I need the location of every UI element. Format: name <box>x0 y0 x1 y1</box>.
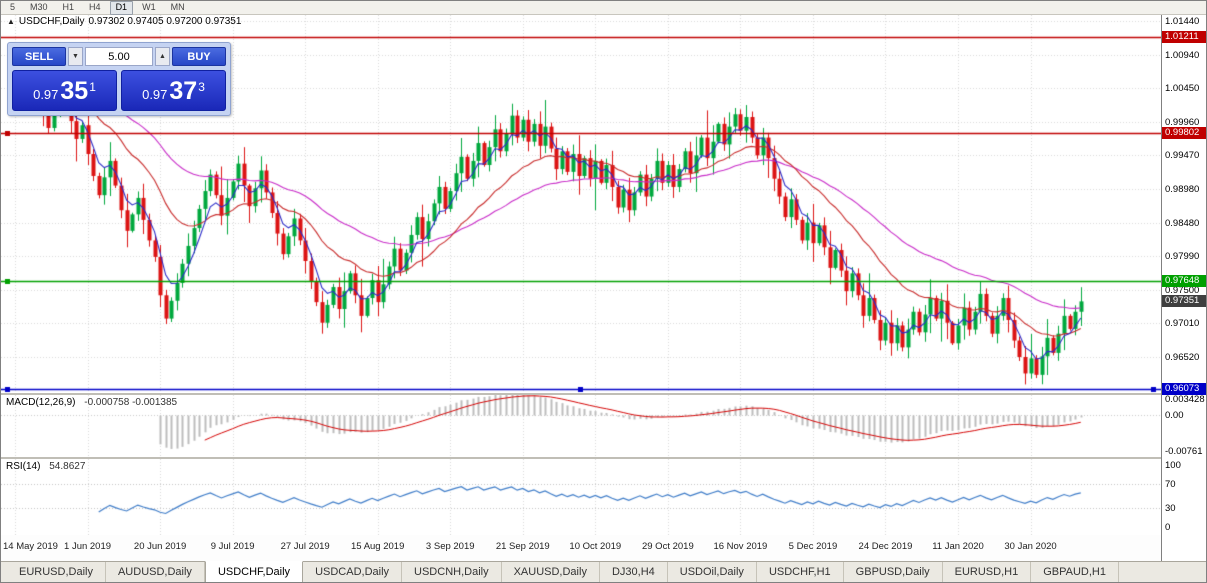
volume-increase-button[interactable]: ▲ <box>155 47 170 66</box>
price-tick: 1.00450 <box>1165 83 1200 95</box>
chart-tab[interactable]: GBPAUD,H1 <box>1031 562 1119 582</box>
timeframe-button[interactable]: H4 <box>89 1 101 12</box>
chart-tab[interactable]: EURUSD,Daily <box>7 562 106 582</box>
date-label: 30 Jan 2020 <box>1004 541 1057 552</box>
pane-separator[interactable] <box>1 393 1161 395</box>
collapse-trade-panel-icon[interactable]: ▲ <box>7 17 15 26</box>
chart-tab[interactable]: USDOil,Daily <box>668 562 757 582</box>
price-tick: 0.97990 <box>1165 251 1200 263</box>
rsi-name: RSI(14) <box>6 461 41 472</box>
timeframe-button[interactable]: H1 <box>62 1 75 12</box>
date-label: 27 Jul 2019 <box>280 541 330 552</box>
price-tick: 0.98480 <box>1165 217 1200 229</box>
chevron-up-icon: ▲ <box>159 53 166 60</box>
price-tick: 0.97500 <box>1165 284 1200 296</box>
timeframe-button[interactable]: M30 <box>30 1 48 12</box>
date-label: 11 Jan 2020 <box>932 541 984 552</box>
date-label: 5 Dec 2019 <box>788 541 838 552</box>
price-tick: 0.96520 <box>1165 352 1200 363</box>
chart-ohlc-values: 0.97302 0.97405 0.97200 0.97351 <box>88 16 242 27</box>
timeframe-button[interactable]: MN <box>170 1 185 12</box>
macd-canvas[interactable] <box>1 395 1161 457</box>
date-label: 10 Oct 2019 <box>569 541 622 552</box>
chart-tab[interactable]: USDCAD,Daily <box>303 562 403 582</box>
chart-tab[interactable]: EURUSD,H1 <box>943 562 1032 582</box>
sell-price-button[interactable]: 0.97 35 1 <box>12 70 117 111</box>
date-label: 9 Jul 2019 <box>210 541 255 552</box>
timeframe-button[interactable]: D1 <box>109 1 134 15</box>
buy-price-pips: 37 <box>169 77 198 105</box>
buy-price-button[interactable]: 0.97 37 3 <box>121 70 226 111</box>
rsi-indicator-pane[interactable]: RSI(14) 54.8627 <box>1 459 1161 535</box>
macd-scale-label: 0.00 <box>1165 410 1184 422</box>
date-label: 3 Sep 2019 <box>425 541 475 552</box>
date-label: 1 Jun 2019 <box>64 541 112 552</box>
macd-scale-label: -0.00761 <box>1165 446 1203 457</box>
timeframe-toolbar: 5 M30 H1 H4 D1 W1 MN <box>1 1 1206 15</box>
chart-tab[interactable]: GBPUSD,Daily <box>844 562 943 582</box>
price-axis[interactable]: 1.01440 1.00940 1.00450 0.99960 0.99470 0.989… <box>1161 15 1206 563</box>
price-tick: 1.01440 <box>1165 16 1200 27</box>
rsi-label: RSI(14) 54.8627 <box>6 461 85 472</box>
macd-scale-label: 0.003428 <box>1165 394 1205 405</box>
buy-price-point: 3 <box>198 80 205 94</box>
date-label: 16 Nov 2019 <box>713 541 768 552</box>
current-price-badge: 0.97351 <box>1162 295 1206 308</box>
chevron-down-icon: ▼ <box>72 53 79 60</box>
sell-price-prefix: 0.97 <box>33 87 59 102</box>
rsi-scale-label: 100 <box>1165 460 1181 471</box>
buy-button[interactable]: BUY <box>172 47 226 66</box>
timeframe-button[interactable]: W1 <box>142 1 156 12</box>
date-label: 24 Dec 2019 <box>858 541 913 552</box>
macd-label: MACD(12,26,9) -0.000758 -0.001385 <box>6 397 177 408</box>
price-tick: 1.00940 <box>1165 49 1200 61</box>
rsi-scale-label: 30 <box>1165 503 1176 515</box>
time-axis[interactable]: 14 May 2019 1 Jun 2019 20 Jun 2019 9 Jul 20… <box>1 535 1161 563</box>
chart-tab[interactable]: DJ30,H4 <box>600 562 668 582</box>
chart-tab[interactable]: USDCHF,H1 <box>757 562 844 582</box>
macd-values: -0.000758 -0.001385 <box>84 397 178 408</box>
volume-decrease-button[interactable]: ▼ <box>68 47 83 66</box>
chart-ohlc-label: ▲ USDCHF,Daily 0.97302 0.97405 0.97200 0… <box>7 16 241 27</box>
sell-price-point: 1 <box>89 80 96 94</box>
chart-tab[interactable]: USDCNH,Daily <box>402 562 502 582</box>
price-level-badge: 0.96073 <box>1162 383 1206 396</box>
chart-tab[interactable]: USDCHF,Daily <box>204 561 304 582</box>
macd-indicator-pane[interactable]: MACD(12,26,9) -0.000758 -0.001385 <box>1 395 1161 457</box>
date-label: 20 Jun 2019 <box>133 541 187 552</box>
date-label: 15 Aug 2019 <box>351 541 405 552</box>
price-level-badge: 0.99802 <box>1162 127 1206 140</box>
macd-name: MACD(12,26,9) <box>6 397 76 408</box>
price-tick: 0.99960 <box>1165 116 1200 128</box>
price-tick: 0.99470 <box>1165 150 1200 162</box>
price-chart-pane[interactable]: ▲ USDCHF,Daily 0.97302 0.97405 0.97200 0… <box>1 15 1161 393</box>
chart-tab[interactable]: AUDUSD,Daily <box>106 562 205 582</box>
rsi-value: 54.8627 <box>49 461 86 472</box>
sell-button[interactable]: SELL <box>12 47 66 66</box>
pane-separator[interactable] <box>1 457 1161 459</box>
date-label: 14 May 2019 <box>3 541 58 552</box>
chart-tab-bar: EURUSD,Daily AUDUSD,Daily USDCHF,Daily USDC… <box>1 561 1206 582</box>
price-tick: 0.98980 <box>1165 184 1200 195</box>
rsi-scale-label: 70 <box>1165 478 1176 490</box>
one-click-trading-panel: SELL ▼ 5.00 ▲ BUY 0.97 35 1 0.97 37 3 <box>7 42 231 116</box>
rsi-scale-label: 0 <box>1165 522 1171 533</box>
price-tick: 0.97010 <box>1165 318 1200 330</box>
rsi-canvas[interactable] <box>1 459 1161 535</box>
buy-price-prefix: 0.97 <box>142 87 168 102</box>
chart-tab[interactable]: XAUUSD,Daily <box>502 562 600 582</box>
volume-input[interactable]: 5.00 <box>85 47 153 66</box>
date-label: 29 Oct 2019 <box>641 541 694 552</box>
timeframe-button[interactable]: 5 <box>10 1 16 12</box>
date-label: 21 Sep 2019 <box>495 541 550 552</box>
price-level-badge: 0.97648 <box>1162 275 1206 288</box>
price-level-badge: 1.01211 <box>1162 30 1206 43</box>
chart-symbol-label: USDCHF,Daily <box>18 16 85 27</box>
sell-price-pips: 35 <box>60 77 89 105</box>
